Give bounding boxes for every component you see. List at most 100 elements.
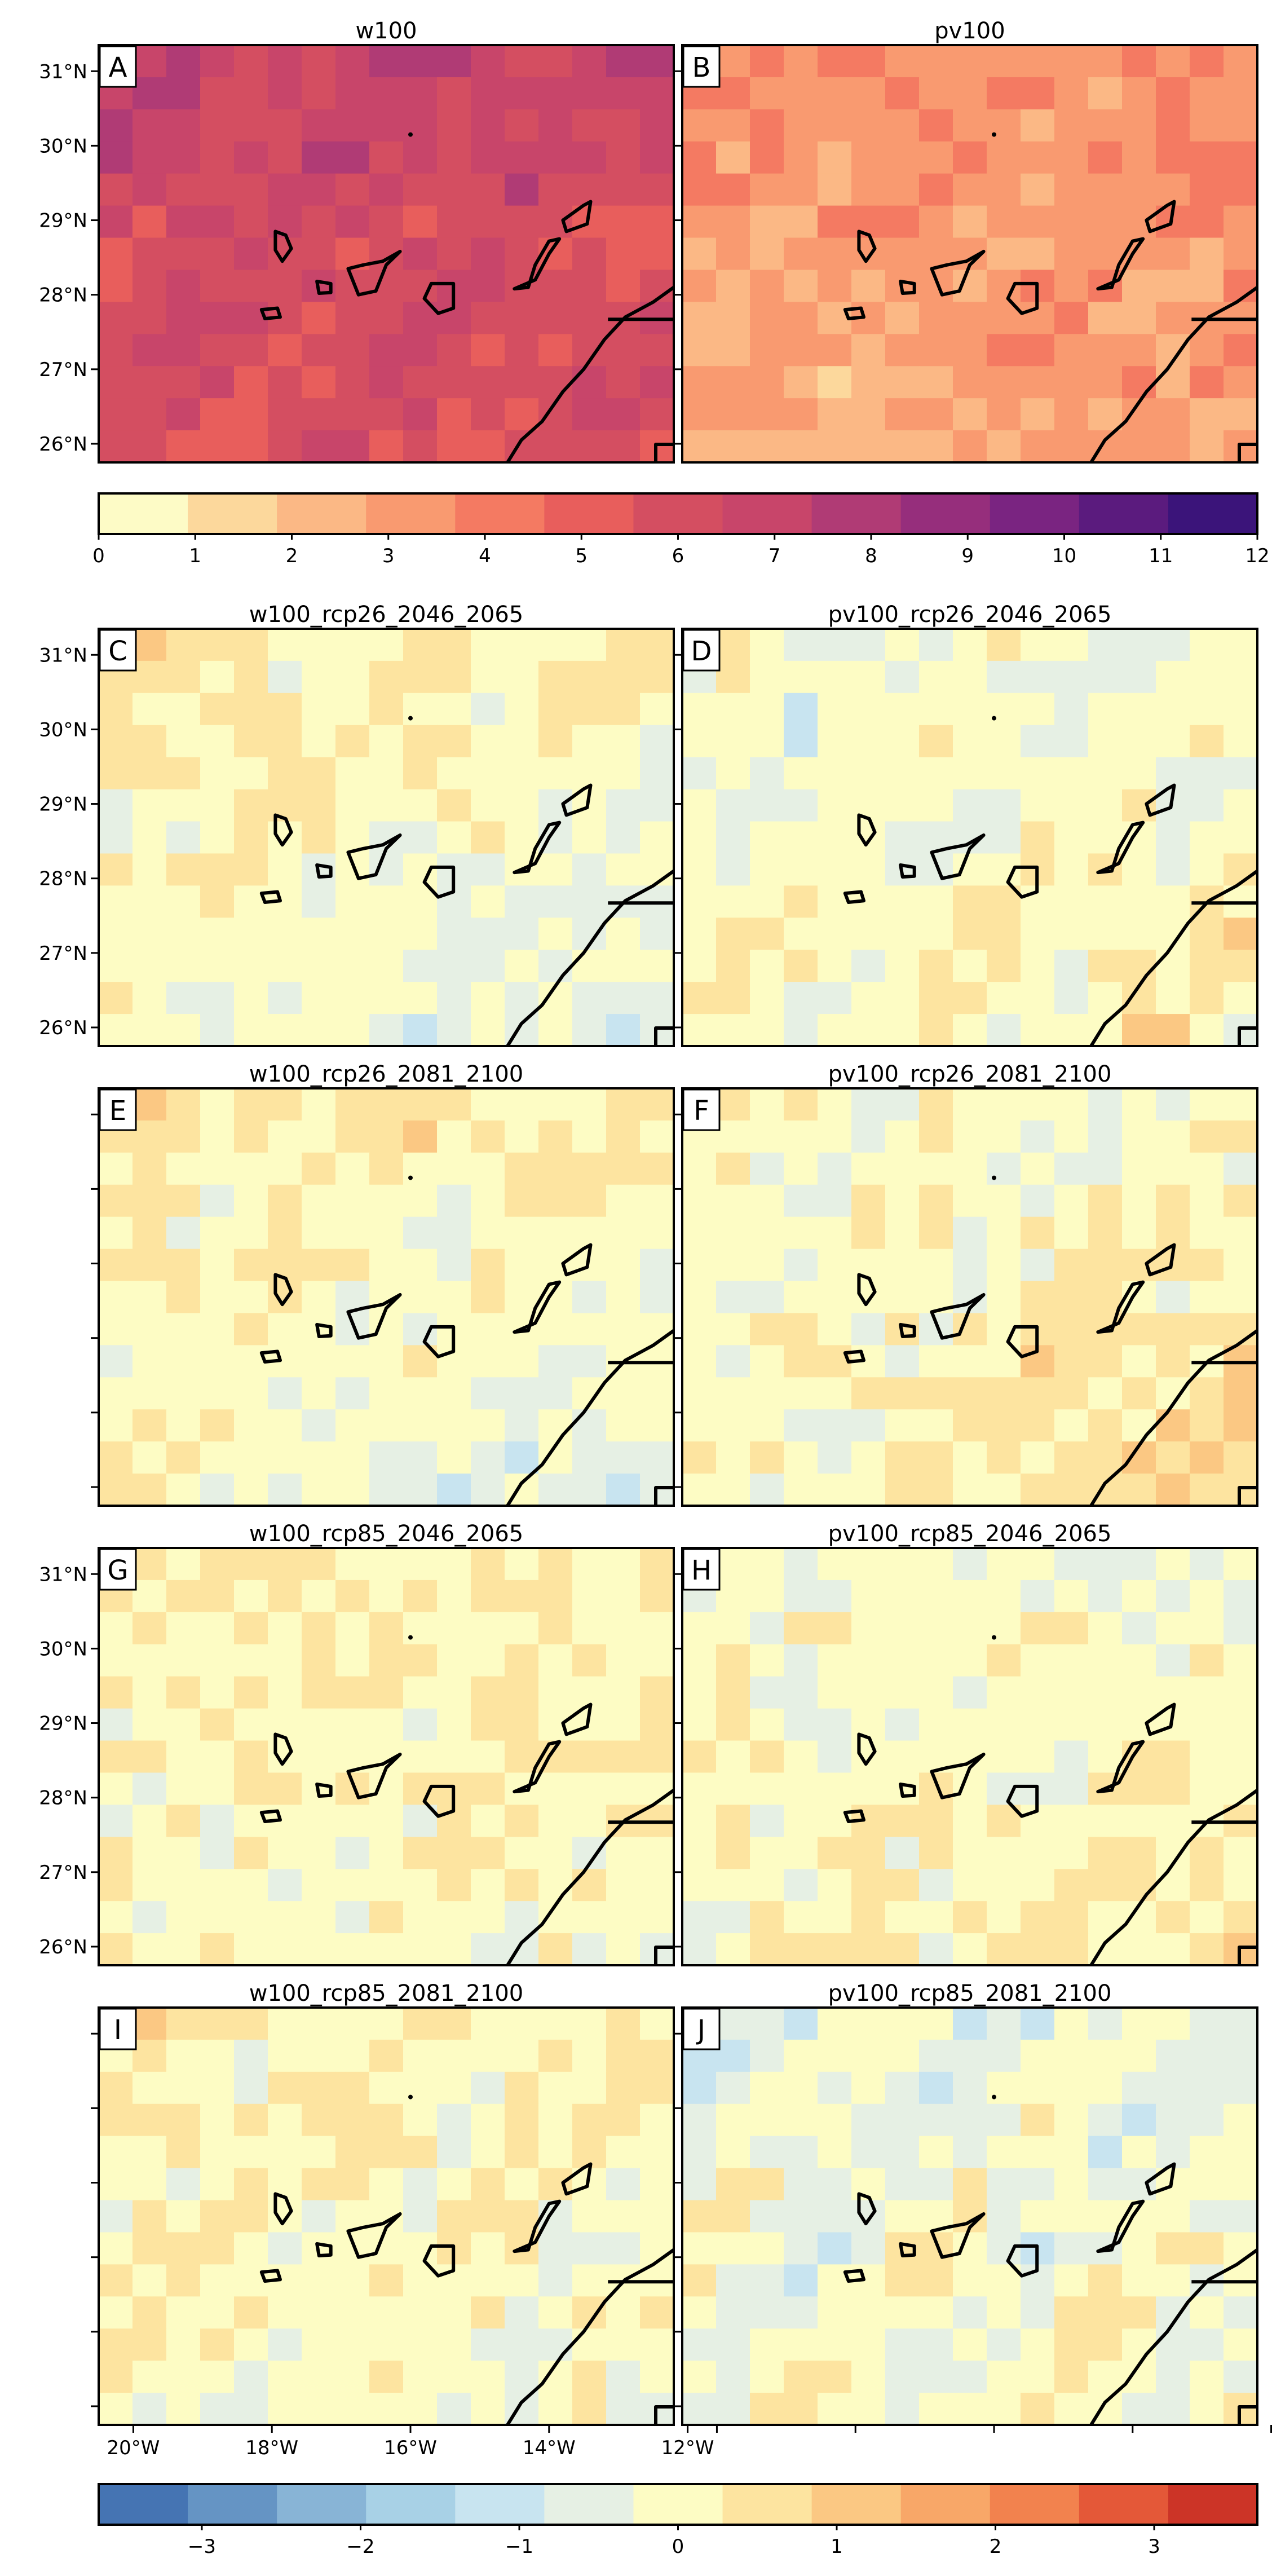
island-outline [315,1322,333,1338]
heatmap-cell [885,1548,920,1581]
heatmap-cell [851,1441,886,1474]
heatmap-cell [132,2232,167,2265]
heatmap-cell [1156,1548,1190,1581]
heatmap-cell [268,918,302,950]
heatmap-cell [885,757,920,790]
heatmap-cell [200,109,235,142]
heatmap-cell [784,205,818,239]
heatmap-cell [784,757,818,790]
heatmap-cell [682,1409,717,1442]
heatmap-cell [335,2103,370,2137]
island-outline [1096,237,1145,291]
heatmap-cell [851,1740,886,1774]
heatmap-cell [606,1644,641,1677]
heatmap-cell [818,885,852,918]
heatmap-cell [1190,430,1224,462]
heatmap-cell [987,1152,1021,1185]
heatmap-cell [1190,2296,1224,2329]
heatmap-cell [640,1869,674,1902]
heatmap-cell [369,2328,404,2361]
heatmap-cell [606,1216,641,1250]
heatmap-cell [1054,1184,1089,1218]
panel-letter-box [99,629,137,672]
heatmap-cell [851,821,886,854]
heatmap-cell [851,2168,886,2201]
heatmap-cell [200,1345,235,1378]
island-outline [315,279,333,295]
heatmap-cell [132,1281,167,1314]
island-outline [561,200,593,233]
heatmap-cell [302,1901,336,1934]
heatmap-cell [403,430,438,462]
heatmap-cell [437,1548,471,1581]
heatmap-cell [784,1837,818,1869]
lat-tick-label: 30°N [39,718,87,741]
coastlines [843,1635,1257,1965]
heatmap-cell [716,1933,750,1965]
heatmap-cell [505,1612,539,1645]
heatmap-cell [200,1313,235,1346]
heatmap-cell [132,430,167,462]
heatmap-cell [818,1184,852,1218]
heatmap-cell [166,1772,201,1805]
heatmap-cell [505,1869,539,1902]
heatmap-cell [987,1644,1021,1677]
heatmap-cell [716,141,750,174]
heatmap-cell [640,1708,674,1741]
heatmap-cell [953,1377,987,1410]
heatmap-cell [1021,2008,1055,2040]
heatmap-cell [369,885,404,918]
heatmap-cell [335,302,370,334]
heatmap-cell [682,398,717,431]
heatmap-cell [885,1120,920,1153]
heatmap-cell [1054,1837,1089,1869]
heatmap-cell [369,1580,404,1613]
heatmap-cell [268,821,302,854]
heatmap-cell [1122,1837,1156,1869]
heatmap-cell [953,1869,987,1902]
heatmap-cell [234,692,268,726]
heatmap-cell [885,2328,920,2361]
heatmap-cell [403,334,438,367]
heatmap-cell [505,2361,539,2393]
heatmap-cell [132,1216,167,1250]
heatmap-cell [369,430,404,462]
heatmap-cell [953,1837,987,1869]
heatmap-cell [234,2328,268,2361]
heatmap-cell [606,1088,641,1121]
heatmap-cell [234,1644,268,1677]
heatmap-cell [919,1474,953,1506]
heatmap-cell [851,2232,886,2265]
heatmap-cell [99,334,133,367]
heatmap-cell [1054,1216,1089,1250]
heatmap-cell [471,366,505,399]
heatmap-cell [403,2136,438,2169]
heatmap-cell [1156,1805,1190,1837]
island-outline [1096,821,1145,875]
heatmap-cell [750,77,784,110]
heatmap-cell [437,1708,471,1741]
heatmap-cell [716,237,750,271]
heatmap-cell [437,918,471,950]
heatmap-cell [1190,918,1224,950]
heatmap-cell [572,430,607,462]
heatmap-cell [505,629,539,661]
heatmap-cell [132,1837,167,1869]
island-outline [899,279,916,295]
heatmap-cell [784,660,818,694]
heatmap-cell [166,109,201,142]
heatmap-cell [885,2039,920,2072]
heatmap-cell [750,629,784,661]
heatmap-cell [1224,1869,1257,1902]
heatmap-cell [268,982,302,1014]
africa-coastline [506,2248,674,2425]
heatmap-cell [538,757,573,790]
heatmap-cell [234,1708,268,1741]
heatmap-cell [919,1901,953,1934]
heatmap-cell [606,821,641,854]
heatmap-cell [1156,1409,1190,1442]
heatmap-cell [750,2200,784,2233]
heatmap-cell [818,2328,852,2361]
heatmap-cell [1054,821,1089,854]
heatmap-cell [1021,1612,1055,1645]
